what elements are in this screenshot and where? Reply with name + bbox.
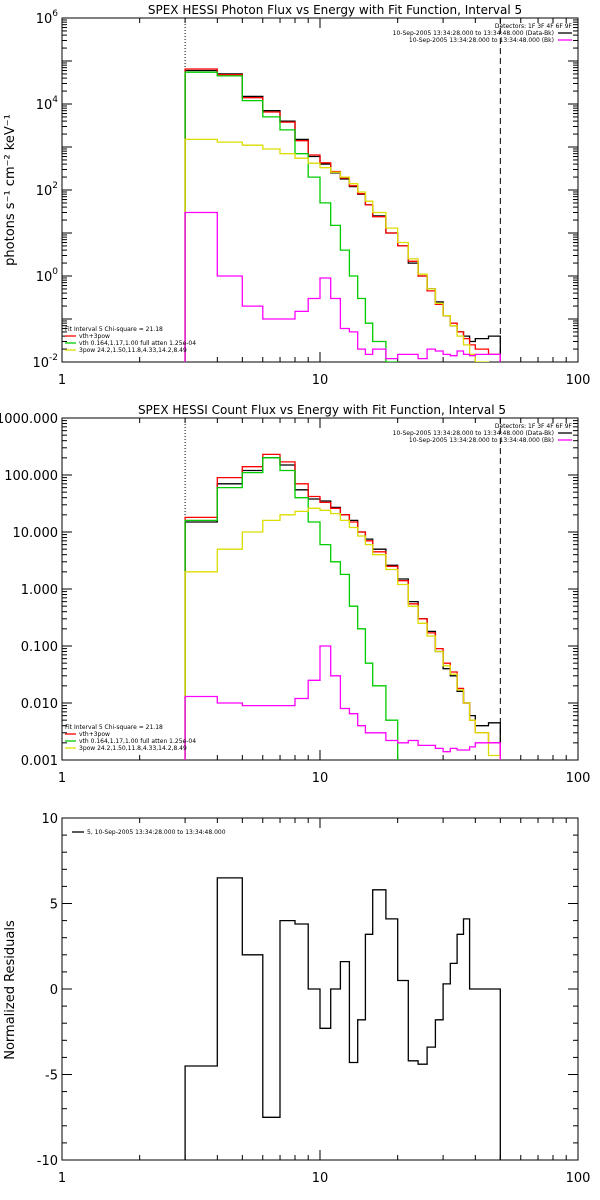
y-tick-label: 5 xyxy=(50,898,58,913)
legend-text: vth+3pow xyxy=(79,731,110,738)
legend-text: 3pow 24.2,1.50,11.8,4.33,14.2,8.49 xyxy=(79,347,187,354)
legend-text: Fit Interval 5 Chi-square = 21.18 xyxy=(65,326,163,333)
x-tick-label: 1 xyxy=(58,373,66,388)
y-tick-base: 10 xyxy=(36,98,53,113)
y-tick-label: -10 xyxy=(37,1154,58,1169)
y-tick-base: 10 xyxy=(36,184,53,199)
y-tick-exponent: 4 xyxy=(52,95,58,105)
y-tick-base: 10 xyxy=(36,12,53,27)
legend-text: 10-Sep-2005 13:34:28.000 to 13:34:48.000… xyxy=(393,30,554,37)
series-line-2 xyxy=(184,457,399,760)
x-tick-label: 100 xyxy=(566,771,591,786)
y-tick-label: 102 xyxy=(36,181,58,199)
legend-text: vth+3pow xyxy=(79,333,110,340)
series-line-4 xyxy=(184,645,501,760)
photon-flux-title: SPEX HESSI Photon Flux vs Energy with Fi… xyxy=(148,3,522,17)
x-tick-label: 10 xyxy=(312,771,329,786)
legend-text: Fit Interval 5 Chi-square = 21.18 xyxy=(65,724,163,731)
y-tick-label: 10-2 xyxy=(32,353,58,371)
legend-text: 10-Sep-2005 13:34:28.000 to 13:34:48.000… xyxy=(409,37,554,44)
y-tick-label: 10 xyxy=(41,812,58,827)
series-line-3 xyxy=(184,138,490,362)
y-tick-label: 1.000 xyxy=(21,583,58,598)
legend-text: Detectors: 1F 3F 4F 6F 9F xyxy=(495,23,573,30)
count-flux-plot: SPEX HESSI Count Flux vs Energy with Fit… xyxy=(0,403,590,786)
x-tick-label: 10 xyxy=(312,1171,329,1186)
y-tick-label: 100.000 xyxy=(4,469,58,484)
residuals-plot: Normalized Residuals 1 10 100 -10 -5 0 5 10 5, 1… xyxy=(3,812,590,1186)
y-tick-label: 100 xyxy=(36,267,59,285)
series-line-2 xyxy=(184,71,399,362)
photon-flux-ylabel: photons s⁻¹ cm⁻² keV⁻¹ xyxy=(3,114,18,266)
legend-text: vth 0.164,1.17,1.00 full atten 1.25e-04 xyxy=(79,340,196,347)
y-tick-label: 0.100 xyxy=(21,640,58,655)
y-tick-base: 10 xyxy=(36,270,53,285)
y-tick-exponent: 0 xyxy=(52,267,58,277)
series-line-1 xyxy=(184,68,501,362)
y-tick-label: 0.010 xyxy=(21,697,58,712)
series-group xyxy=(184,877,501,1160)
y-tick-exponent: 2 xyxy=(52,181,58,191)
legend-text: Detectors: 1F 3F 4F 6F 9F xyxy=(495,423,573,430)
series-line-0 xyxy=(184,877,501,1160)
x-tick-label: 1 xyxy=(58,1171,66,1186)
legend-text: 5, 10-Sep-2005 13:34:28.000 to 13:34:48.… xyxy=(87,829,226,836)
y-tick-label: 10.000 xyxy=(13,526,59,541)
legend-text: 10-Sep-2005 13:34:28.000 to 13:34:48.000… xyxy=(393,430,554,437)
y-tick-label: 104 xyxy=(36,95,59,113)
series-group xyxy=(184,68,501,362)
legend-text: 10-Sep-2005 13:34:28.000 to 13:34:48.000… xyxy=(409,437,554,444)
legend-text: vth 0.164,1.17,1.00 full atten 1.25e-04 xyxy=(79,738,196,745)
series-group xyxy=(184,453,501,760)
y-tick-label: 106 xyxy=(36,9,59,27)
x-tick-label: 1 xyxy=(58,771,66,786)
x-tick-label: 10 xyxy=(312,373,329,388)
y-tick-exponent: 6 xyxy=(52,9,58,19)
y-tick-label: 1000.000 xyxy=(0,412,58,427)
photon-flux-plot: SPEX HESSI Photon Flux vs Energy with Fi… xyxy=(3,3,590,388)
series-line-0 xyxy=(184,69,501,362)
y-tick-label: 0 xyxy=(50,983,58,998)
x-tick-label: 100 xyxy=(566,373,591,388)
series-line-3 xyxy=(184,507,501,760)
y-tick-label: 0.001 xyxy=(21,754,58,769)
y-tick-label: -5 xyxy=(45,1069,58,1084)
y-tick-base: 10 xyxy=(32,356,49,371)
series-line-4 xyxy=(184,211,501,362)
series-line-0 xyxy=(184,457,501,760)
x-tick-label: 100 xyxy=(566,1171,591,1186)
y-tick-exponent: -2 xyxy=(49,353,58,363)
series-line-1 xyxy=(184,453,501,760)
legend-text: 3pow 24.2,1.50,11.8,4.33,14.2,8.49 xyxy=(79,745,187,752)
count-flux-title: SPEX HESSI Count Flux vs Energy with Fit… xyxy=(138,403,506,417)
residuals-ylabel: Normalized Residuals xyxy=(3,920,18,1060)
